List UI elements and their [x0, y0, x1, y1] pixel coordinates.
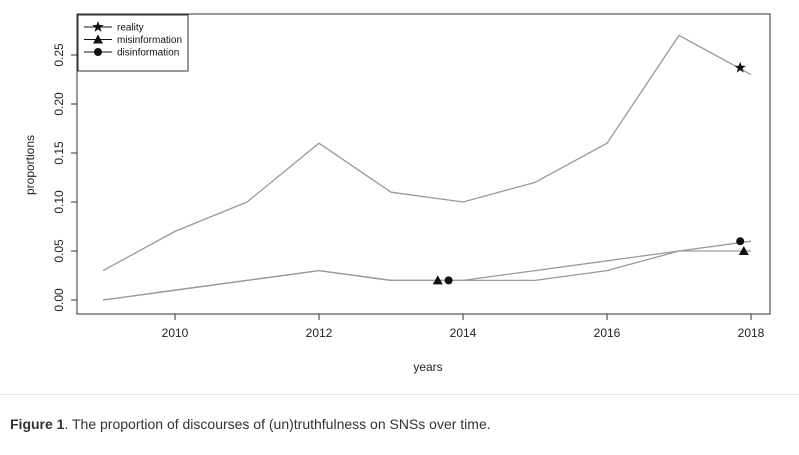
- caption-label: Figure 1: [10, 416, 65, 432]
- y-axis-title: proportions: [23, 135, 37, 195]
- legend-label-misinformation: misinformation: [117, 35, 182, 46]
- x-tick-label: 2016: [594, 326, 621, 340]
- x-axis-title: years: [413, 360, 442, 374]
- legend-marker-disinformation: [94, 48, 102, 56]
- y-tick-label: 0.05: [52, 239, 66, 263]
- marker-misinformation: [432, 275, 443, 285]
- x-tick-label: 2014: [450, 326, 477, 340]
- caption-text: . The proportion of discourses of (un)tr…: [64, 416, 491, 432]
- figure: 2010 2012 2014 2016 2018 0.00 0.05 0.10 0.15 0.20…: [23, 13, 771, 374]
- x-tick-label: 2012: [306, 326, 333, 340]
- marker-disinformation: [444, 276, 453, 285]
- series-line-disinformation: [102, 240, 752, 301]
- y-tick-label: 0.10: [52, 190, 66, 214]
- x-tick-label: 2010: [162, 326, 189, 340]
- marker-reality: [734, 61, 746, 73]
- legend-marker-misinformation: [93, 34, 103, 44]
- legend-label-disinformation: disinformation: [117, 48, 179, 59]
- y-tick-label: 0.00: [52, 288, 66, 312]
- y-tick-label: 0.25: [52, 43, 66, 67]
- caption-divider: [0, 394, 799, 395]
- marker-misinformation: [738, 246, 749, 255]
- legend-marker-reality: [92, 21, 104, 32]
- line-chart: 2010 2012 2014 2016 2018 0.00 0.05 0.10 0.15 0.20…: [23, 13, 771, 374]
- legend-label-reality: reality: [117, 23, 144, 34]
- x-tick-label: 2018: [738, 326, 765, 340]
- series-line-reality: [102, 34, 752, 272]
- y-tick-label: 0.15: [52, 141, 66, 165]
- figure-caption: Figure 1. The proportion of discourses o…: [10, 416, 491, 432]
- y-tick-label: 0.20: [52, 92, 66, 116]
- marker-disinformation: [736, 237, 745, 246]
